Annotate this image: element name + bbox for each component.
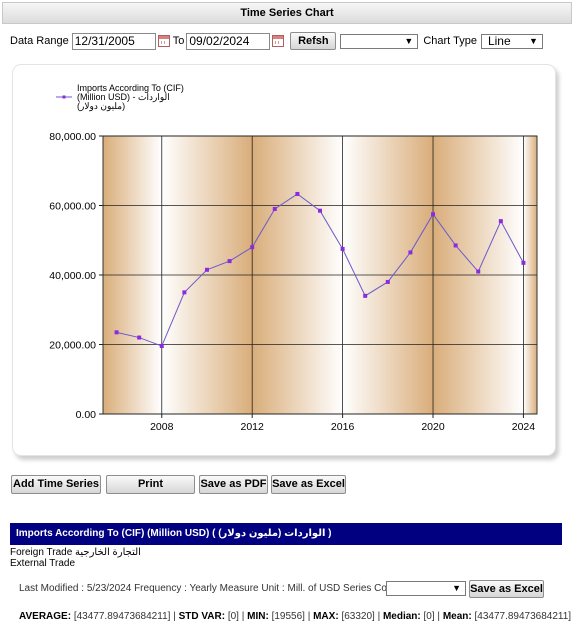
stats-line: AVERAGE: [43477.89473684211] | STD VAR: … bbox=[19, 611, 572, 622]
to-label: To bbox=[172, 35, 185, 47]
x-tick-label: 2008 bbox=[150, 421, 174, 433]
avg-label: AVERAGE: bbox=[19, 611, 72, 622]
avg-value: [43477.89473684211] bbox=[73, 611, 171, 622]
x-tick-label: 2012 bbox=[241, 421, 265, 433]
data-point bbox=[114, 330, 119, 335]
series-select[interactable]: ▼ bbox=[340, 33, 419, 49]
data-point bbox=[250, 245, 255, 250]
calendar-icon[interactable] bbox=[272, 35, 285, 47]
data-point bbox=[521, 260, 526, 265]
std-value: [0] bbox=[227, 611, 239, 622]
add-time-series-button[interactable]: Add Time Series bbox=[11, 475, 101, 494]
data-point bbox=[385, 279, 390, 284]
y-tick-label: 20,000.00 bbox=[49, 340, 96, 352]
series-heading: Imports According To (CIF) (Million USD)… bbox=[10, 523, 562, 545]
data-point bbox=[363, 293, 368, 298]
refresh-button[interactable]: Refsh bbox=[290, 32, 337, 50]
x-tick-label: 2020 bbox=[421, 421, 445, 433]
mean-value: [43477.89473684211] bbox=[474, 611, 572, 622]
data-point bbox=[272, 206, 277, 211]
data-point bbox=[227, 259, 232, 264]
std-label: STD VAR: bbox=[178, 611, 226, 622]
mean-label: Mean: bbox=[442, 611, 472, 622]
median-value: [0] bbox=[423, 611, 435, 622]
toolbar: Data Range To Refsh ▼ Chart Type Line ▼ bbox=[10, 32, 543, 50]
legend-text: (مليون دولار) bbox=[77, 101, 125, 112]
series-meta-text: Last Modified : 5/23/2024 Frequency : Ye… bbox=[19, 583, 399, 594]
chart-type-select[interactable]: Line ▼ bbox=[480, 33, 543, 49]
chevron-down-icon: ▼ bbox=[529, 35, 538, 46]
date-range-label: Data Range bbox=[10, 35, 69, 47]
line-chart: 0.00 20,000.00 40,000.00 60,000.00 80,000.00… bbox=[49, 83, 538, 433]
chevron-down-icon: ▼ bbox=[404, 35, 414, 46]
data-point bbox=[340, 246, 345, 251]
save-excel-button[interactable]: Save as Excel bbox=[271, 475, 346, 494]
data-point bbox=[476, 269, 481, 274]
save-pdf-button[interactable]: Save as PDF bbox=[199, 475, 268, 494]
y-tick-label: 0.00 bbox=[76, 409, 97, 421]
print-button[interactable]: Print bbox=[106, 475, 195, 494]
data-point bbox=[295, 191, 300, 196]
median-label: Median: bbox=[382, 611, 421, 622]
legend-text: Imports According To (CIF) bbox=[77, 83, 184, 93]
y-tick-label: 60,000.00 bbox=[49, 201, 96, 213]
y-tick-label: 80,000.00 bbox=[49, 131, 96, 143]
series-subcategory: External Trade bbox=[10, 558, 76, 569]
data-point bbox=[453, 243, 458, 248]
x-tick-label: 2016 bbox=[331, 421, 355, 433]
data-point bbox=[182, 290, 187, 295]
calendar-icon[interactable] bbox=[157, 35, 170, 47]
data-point bbox=[318, 208, 322, 213]
series-meta: Last Modified : 5/23/2024 Frequency : Ye… bbox=[19, 583, 398, 594]
series-color-select[interactable]: ▼ bbox=[386, 581, 466, 596]
legend-marker bbox=[62, 95, 66, 99]
chevron-down-icon: ▼ bbox=[452, 583, 461, 593]
data-point bbox=[431, 212, 436, 217]
chart-type-label: Chart Type bbox=[423, 35, 477, 47]
y-tick-label: 40,000.00 bbox=[49, 270, 96, 282]
window-title: Time Series Chart bbox=[2, 2, 572, 24]
min-value: [19556] bbox=[271, 611, 305, 622]
data-point bbox=[408, 250, 413, 255]
max-label: MAX: bbox=[313, 611, 339, 622]
from-date-input[interactable] bbox=[71, 32, 156, 50]
to-date-input[interactable] bbox=[186, 32, 271, 50]
max-value: [63320] bbox=[341, 611, 375, 622]
data-point bbox=[159, 344, 164, 349]
data-point bbox=[498, 219, 503, 224]
series-save-excel-button[interactable]: Save as Excel bbox=[469, 580, 544, 598]
chart-type-value: Line bbox=[487, 33, 511, 48]
legend-text: (Million USD) - الواردات bbox=[77, 92, 170, 103]
series-category: Foreign Trade التجارة الخارجية bbox=[10, 547, 141, 558]
x-tick-label: 2024 bbox=[512, 421, 536, 433]
data-point bbox=[204, 267, 209, 272]
min-label: MIN: bbox=[247, 611, 269, 622]
data-point bbox=[137, 335, 142, 340]
